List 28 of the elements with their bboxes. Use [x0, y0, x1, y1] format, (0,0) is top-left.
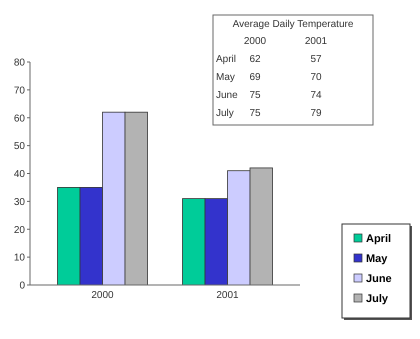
- annotation: May: [216, 72, 235, 83]
- y-tick-label: 80: [14, 58, 26, 68]
- annotation: April: [216, 54, 236, 65]
- legend-label: June: [366, 273, 392, 285]
- annotation: 75: [249, 108, 261, 119]
- text: Average Daily Temperature: [232, 19, 354, 30]
- y-tick-label: 70: [14, 85, 26, 96]
- text: 79: [310, 108, 322, 119]
- annotation: July: [216, 108, 234, 119]
- annotation: 62: [249, 54, 261, 65]
- legend-label: July: [366, 293, 389, 305]
- y-tick-label: 40: [14, 169, 26, 180]
- y-tick-label: 60: [14, 113, 26, 124]
- y-tick-label: 50: [14, 141, 26, 152]
- text: 74: [310, 90, 322, 101]
- annotation: 75: [249, 90, 261, 101]
- y-tick-label: 10: [14, 252, 26, 264]
- y-tick-label: 0: [19, 280, 26, 292]
- legend-label: May: [366, 253, 388, 265]
- text: 2001: [304, 36, 328, 47]
- y-tick-label: 20: [14, 224, 26, 236]
- legend-label: April: [366, 233, 392, 245]
- text: 57: [310, 54, 322, 65]
- text: 70: [310, 72, 322, 83]
- text: 2000: [244, 36, 267, 47]
- annotation: June: [216, 90, 238, 101]
- y-tick-label: 30: [14, 196, 26, 208]
- annotation: 69: [249, 72, 261, 83]
